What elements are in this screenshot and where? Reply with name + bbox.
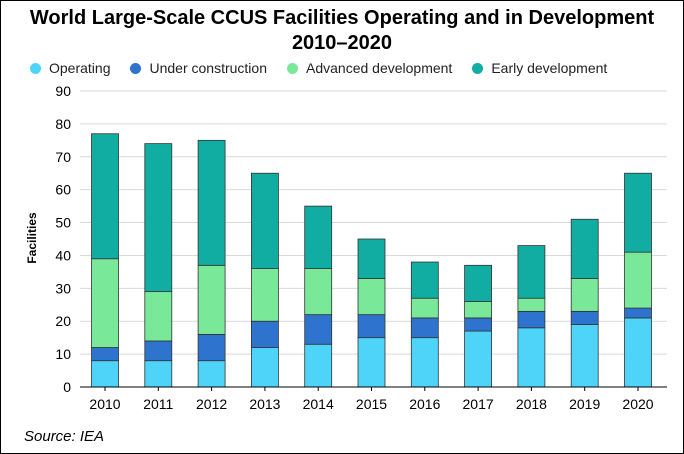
x-tick-label-2014: 2014 xyxy=(303,396,334,412)
bar-2012-advanced-development xyxy=(197,264,226,335)
legend-swatch-early-development xyxy=(472,62,484,74)
bar-2018-advanced-development xyxy=(517,297,546,312)
legend-label-advanced-development: Advanced development xyxy=(306,60,453,76)
y-tick-label-10: 10 xyxy=(55,346,71,362)
legend-label-early-development: Early development xyxy=(491,60,608,76)
x-tick-label-2016: 2016 xyxy=(409,396,440,412)
bar-2013-early-development xyxy=(250,172,279,270)
bar-2012-under-construction xyxy=(197,333,226,362)
chart-title: World Large-Scale CCUS Facilities Operat… xyxy=(0,6,684,56)
bar-2011-early-development xyxy=(144,143,173,293)
chart-title-line-1: World Large-Scale CCUS Facilities Operat… xyxy=(29,7,655,29)
bar-2010-under-construction xyxy=(91,347,119,362)
bar-2010-early-development xyxy=(91,133,119,260)
source-note: Source: IEA xyxy=(24,428,105,445)
x-tick-label-2017: 2017 xyxy=(463,396,494,412)
y-tick-label-80: 80 xyxy=(55,116,71,132)
bar-2012-operating xyxy=(197,360,226,388)
x-tick-label-2020: 2020 xyxy=(622,396,653,412)
legend-item-early-development: Early development xyxy=(472,60,607,76)
bar-2010-advanced-development xyxy=(91,258,119,348)
bar-2017-under-construction xyxy=(464,317,493,332)
y-tick-label-70: 70 xyxy=(55,149,71,165)
bar-2019-advanced-development xyxy=(570,278,599,312)
bar-2018-under-construction xyxy=(517,310,546,329)
axis-layer: 0 10 20 30 40 50 60 70 80 90 2010 2011 2012 2013 2014 2… xyxy=(55,83,667,412)
bar-2017-advanced-development xyxy=(464,301,493,319)
bar-2013-under-construction xyxy=(250,320,279,348)
legend-item-under-construction: Under construction xyxy=(130,60,267,76)
bar-2015-operating xyxy=(357,337,386,388)
legend-swatch-under-construction xyxy=(130,62,142,74)
bar-2016-early-development xyxy=(410,261,439,299)
bar-2017-early-development xyxy=(464,264,493,302)
bar-2014-advanced-development xyxy=(304,268,333,316)
bar-2012-early-development xyxy=(197,139,226,266)
y-tick-label-20: 20 xyxy=(55,313,71,329)
bar-layer xyxy=(91,133,652,388)
x-tick-label-2011: 2011 xyxy=(143,396,173,412)
x-tick-label-2010: 2010 xyxy=(89,396,120,412)
bar-2015-advanced-development xyxy=(357,278,386,316)
x-tick-label-2018: 2018 xyxy=(516,396,547,412)
bar-2019-operating xyxy=(570,324,599,388)
bar-2019-early-development xyxy=(570,218,599,279)
y-tick-label-90: 90 xyxy=(55,83,71,99)
y-tick-label-50: 50 xyxy=(55,215,71,231)
y-tick-label-0: 0 xyxy=(63,379,71,395)
bar-2018-early-development xyxy=(517,245,546,299)
y-tick-label-40: 40 xyxy=(55,247,71,263)
bar-2011-under-construction xyxy=(144,340,173,362)
legend-item-operating: Operating xyxy=(30,60,110,76)
legend-item-advanced-development: Advanced development xyxy=(287,60,452,76)
chart-title-line-2: 2010–2020 xyxy=(291,32,393,54)
bar-2016-under-construction xyxy=(410,317,439,339)
x-tick-label-2015: 2015 xyxy=(356,396,387,412)
bar-2015-early-development xyxy=(357,238,386,279)
bar-2017-operating xyxy=(464,330,493,388)
x-tick-label-2012: 2012 xyxy=(196,396,227,412)
bar-2018-operating xyxy=(517,327,546,388)
bar-2014-early-development xyxy=(304,205,333,270)
bar-2015-under-construction xyxy=(357,314,386,339)
bar-2011-advanced-development xyxy=(144,291,173,342)
bar-2020-advanced-development xyxy=(624,251,652,309)
bar-2013-advanced-development xyxy=(250,268,279,322)
bar-2020-operating xyxy=(624,317,652,388)
y-tick-label-60: 60 xyxy=(55,182,71,198)
y-tick-label-30: 30 xyxy=(55,280,71,296)
legend-label-under-construction: Under construction xyxy=(149,60,267,76)
x-tick-label-2013: 2013 xyxy=(249,396,280,412)
legend-swatch-advanced-development xyxy=(287,62,298,74)
bar-2014-operating xyxy=(304,343,333,388)
bar-2019-under-construction xyxy=(570,310,599,325)
legend-swatch-operating xyxy=(30,62,41,74)
bar-2010-operating xyxy=(91,360,119,388)
bar-2014-under-construction xyxy=(304,314,333,345)
x-tick-label-2019: 2019 xyxy=(569,396,600,412)
bar-2020-early-development xyxy=(624,172,652,253)
bar-2020-under-construction xyxy=(624,307,652,319)
bar-2013-operating xyxy=(250,347,279,388)
bar-2011-operating xyxy=(144,360,173,388)
bar-2016-operating xyxy=(410,337,439,388)
chart-legend: Operating Under construction Advanced de… xyxy=(30,58,627,78)
legend-label-operating: Operating xyxy=(49,60,111,76)
y-axis-label: Facilities xyxy=(25,212,39,264)
bar-2016-advanced-development xyxy=(410,297,439,319)
